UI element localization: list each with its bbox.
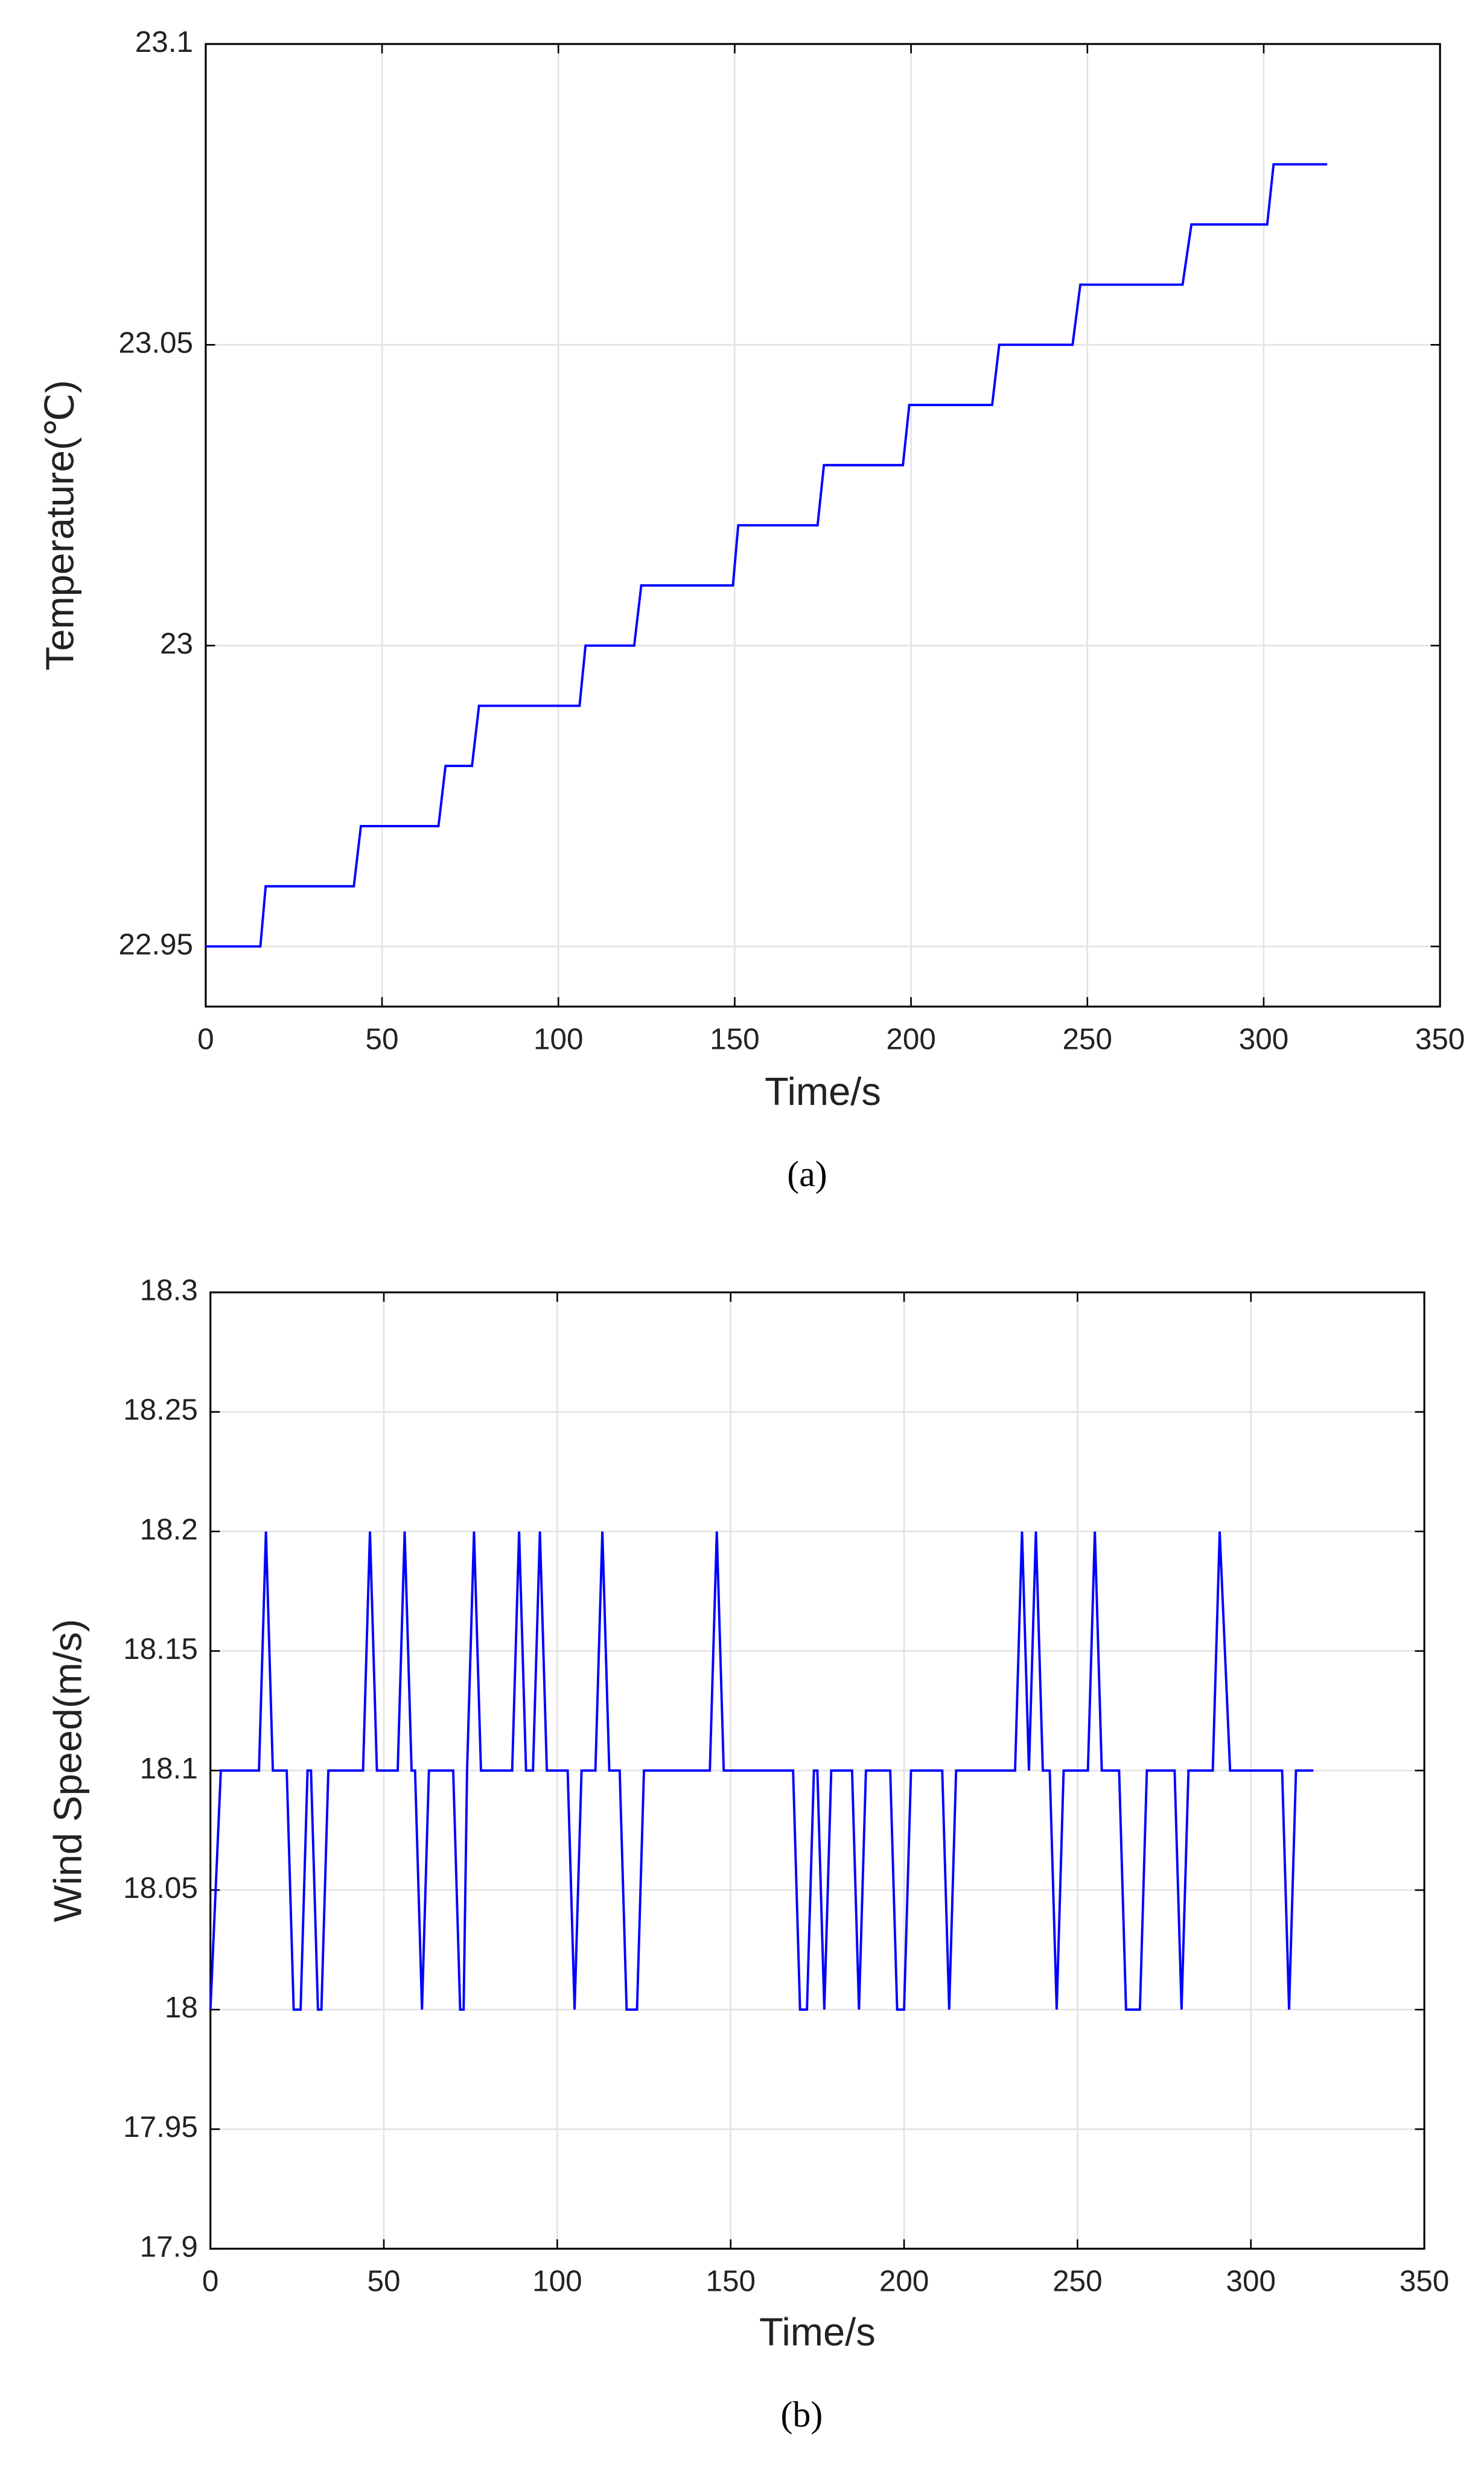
- y-tick-label: 23: [160, 627, 193, 660]
- x-tick-label: 300: [1226, 2265, 1276, 2298]
- y-tick-label: 18.3: [140, 1274, 198, 1307]
- y-tick-label: 18: [165, 1991, 198, 2024]
- data-line: [205, 163, 1328, 948]
- y-axis-label: Wind Speed(m/s): [45, 1619, 89, 1922]
- y-tick-label: 18.25: [123, 1393, 198, 1427]
- x-tick-label: 200: [886, 1022, 935, 1055]
- x-tick-label: 0: [202, 2265, 218, 2298]
- y-tick-label: 22.95: [118, 928, 193, 961]
- x-tick-label: 300: [1239, 1022, 1288, 1055]
- y-tick-label: 18.15: [123, 1632, 198, 1666]
- data-line: [209, 1531, 1314, 2011]
- y-tick-label: 23.05: [118, 326, 193, 359]
- caption: (b): [780, 2395, 823, 2434]
- x-tick-label: 0: [197, 1022, 214, 1055]
- x-tick-label: 350: [1400, 2265, 1449, 2298]
- x-tick-label: 150: [705, 2265, 755, 2298]
- x-tick-label: 250: [1063, 1022, 1112, 1055]
- axes-frame: [209, 1291, 1425, 2250]
- y-tick-label: 18.2: [140, 1513, 198, 1546]
- x-tick-label: 350: [1415, 1022, 1465, 1055]
- x-tick-label: 250: [1052, 2265, 1102, 2298]
- x-tick-label: 50: [368, 2265, 401, 2298]
- x-tick-label: 100: [532, 2265, 582, 2298]
- x-tick-label: 50: [366, 1022, 399, 1055]
- y-tick-label: 23.1: [135, 25, 193, 59]
- x-tick-label: 100: [533, 1022, 583, 1055]
- y-tick-label: 17.9: [140, 2230, 198, 2263]
- y-tick-label: 17.95: [123, 2110, 198, 2144]
- y-axis-label: Temperature(℃): [37, 380, 81, 671]
- caption: (a): [787, 1154, 827, 1194]
- y-tick-label: 18.05: [123, 1871, 198, 1905]
- x-tick-label: 200: [879, 2265, 929, 2298]
- x-axis-label: Time/s: [759, 2310, 876, 2354]
- plot-area: [205, 43, 1441, 1007]
- x-axis-label: Time/s: [765, 1069, 881, 1113]
- y-tick-label: 18.1: [140, 1752, 198, 1785]
- x-tick-label: 150: [710, 1022, 759, 1055]
- axes-frame: [205, 43, 1441, 1008]
